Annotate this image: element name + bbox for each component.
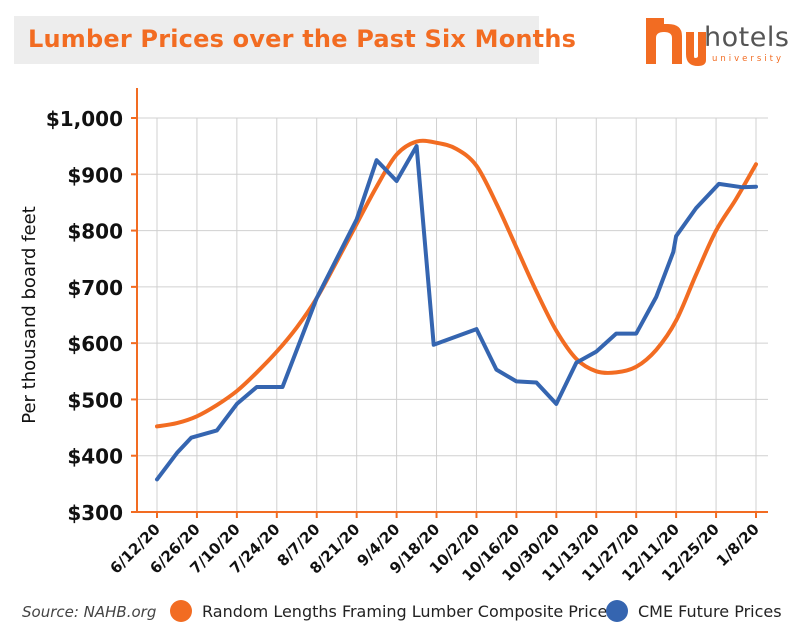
hotels-university-logo-icon	[646, 18, 706, 66]
lumber-price-chart: $300$400$500$600$700$800$900$1,0006/12/2…	[19, 88, 768, 585]
y-tick-label: $700	[67, 276, 123, 300]
series-line-cme	[155, 144, 758, 482]
legend-item-cme: CME Future Prices	[606, 598, 782, 624]
y-tick-label: $600	[67, 332, 123, 356]
chart-title-box: Lumber Prices over the Past Six Months	[14, 16, 576, 64]
grid-layer	[137, 117, 768, 513]
legend-item-random-lengths: Random Lengths Framing Lumber Composite …	[170, 598, 607, 624]
legend-label-cme: CME Future Prices	[638, 601, 782, 621]
series-layer	[155, 138, 758, 482]
label-layer: $300$400$500$600$700$800$900$1,0006/12/2…	[19, 107, 763, 585]
series-line-random-lengths	[155, 138, 758, 429]
y-axis-label: Per thousand board feet	[19, 206, 40, 424]
chart-title: Lumber Prices over the Past Six Months	[28, 25, 577, 53]
x-tick-label: 1/8/20	[713, 520, 763, 570]
logo-text: hotels	[704, 22, 790, 53]
axis-layer	[131, 88, 768, 518]
legend-blue-marker	[606, 600, 628, 622]
y-tick-label: $900	[67, 163, 123, 187]
y-tick-label: $1,000	[46, 107, 123, 131]
logo-subtext: university	[712, 54, 785, 64]
y-tick-label: $800	[67, 220, 123, 244]
legend-label-random-lengths: Random Lengths Framing Lumber Composite …	[202, 601, 608, 621]
y-tick-label: $500	[67, 388, 123, 412]
source-note: Source: NAHB.org	[22, 603, 157, 621]
y-tick-label: $300	[67, 501, 123, 525]
y-tick-label: $400	[67, 445, 123, 469]
legend-orange-marker	[170, 600, 192, 622]
